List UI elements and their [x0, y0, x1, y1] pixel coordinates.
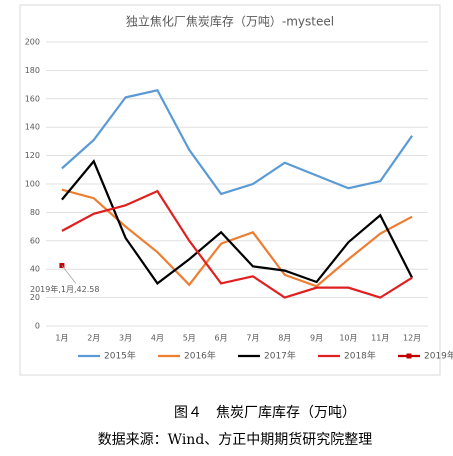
legend-label: 2016年 [184, 350, 216, 362]
legend-label: 2018年 [344, 350, 376, 362]
series-line [61, 188, 413, 288]
annotation: 2019年,1月,42.58 [30, 284, 99, 294]
source-caption: 数据来源：Wind、方正中期期货研究院整理 [98, 431, 373, 448]
series-line [61, 159, 414, 285]
figure-caption: 图４ 焦炭厂库库存（万吨） [174, 405, 356, 421]
x-tick-label: 12月 [403, 334, 421, 343]
y-tick-label: 40 [30, 265, 40, 274]
y-tick-label: 120 [25, 151, 40, 160]
chart-title: 独立焦化厂焦炭库存（万吨）-mysteel [126, 14, 334, 29]
y-tick-label: 60 [30, 236, 40, 245]
legend-label: 2015年 [104, 350, 136, 362]
x-tick-label: 8月 [278, 334, 291, 343]
x-tick-label: 5月 [183, 334, 196, 343]
series-line [61, 89, 413, 196]
y-tick-label: 0 [35, 322, 40, 331]
series-line [61, 189, 413, 299]
x-tick-label: 9月 [310, 334, 323, 343]
x-tick-label: 11月 [371, 334, 389, 343]
y-tick-label: 160 [25, 94, 40, 103]
legend-label: 2019年 [424, 350, 453, 362]
y-tick-label: 80 [30, 208, 40, 217]
legend-marker [406, 353, 412, 359]
y-tick-label: 100 [25, 180, 40, 189]
y-tick-label: 20 [30, 293, 40, 302]
legend-label: 2017年 [264, 350, 296, 362]
x-tick-label: 7月 [246, 334, 259, 343]
x-tick-label: 2月 [87, 334, 100, 343]
x-tick-label: 10月 [339, 334, 357, 343]
x-tick-label: 1月 [55, 334, 68, 343]
x-tick-label: 3月 [119, 334, 132, 343]
y-tick-label: 180 [25, 66, 40, 75]
annotation-leader [61, 265, 77, 284]
x-tick-label: 6月 [215, 334, 228, 343]
x-tick-label: 4月 [151, 334, 164, 343]
y-tick-label: 140 [25, 123, 40, 132]
y-tick-label: 200 [25, 38, 40, 47]
chart-frame [19, 4, 441, 376]
